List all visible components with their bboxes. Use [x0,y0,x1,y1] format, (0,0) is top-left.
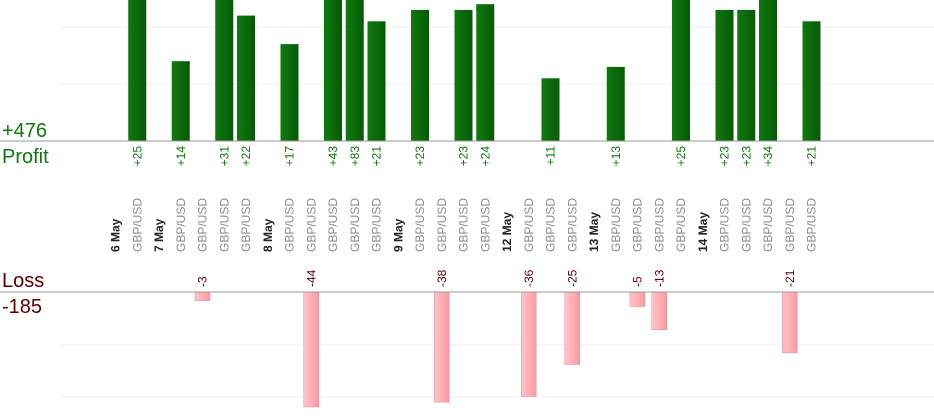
loss-label: Loss [2,270,44,292]
profit-bar [476,4,495,142]
profit-value-label: +24 [478,146,492,167]
profit-value-label: +43 [326,146,340,167]
profit-value-label: +83 [348,146,362,167]
pair-label: GBP/USD [304,198,318,252]
profit-bar [802,21,821,141]
loss-value-label: -38 [435,269,449,287]
pair-label: GBP/USD [609,198,623,252]
pair-label: GBP/USD [283,198,297,252]
loss-value-label: -36 [522,269,536,287]
pair-label: GBP/USD [674,198,688,252]
pair-label: GBP/USD [239,198,253,252]
pair-label: GBP/USD [370,198,384,252]
profit-value-label: +25 [130,146,144,167]
pair-label: GBP/USD [348,198,362,252]
profit-value-label: +14 [174,146,188,167]
pair-label: GBP/USD [478,198,492,252]
profit-value-label: +31 [217,146,231,167]
profit-value-label: +21 [370,146,384,167]
profit-value-label: +21 [805,146,819,167]
loss-value-label: -21 [783,269,797,287]
profit-total: +476 [2,120,47,142]
profit-bar [367,21,386,141]
pair-label: GBP/USD [196,198,210,252]
profit-bar [759,0,777,141]
profit-bar [345,0,364,141]
profit-bar [454,9,473,142]
pair-label: GBP/USD [413,198,427,252]
pair-label: GBP/USD [761,198,775,252]
loss-bars [194,291,798,408]
value-labels: +25 +14 -3 +31 +22 +17 -44 +43 +83 +21 +23 -38 +23 +2… [130,146,818,287]
profit-value-label: +23 [718,146,732,167]
pair-label: GBP/USD [326,198,340,252]
loss-bar [434,291,450,403]
date-label: 7 May [152,218,166,252]
profit-value-label: +25 [674,146,688,167]
loss-bar [521,291,537,397]
pair-label: GBP/USD [805,198,819,252]
profit-value-label: +23 [413,146,427,167]
loss-bar [303,291,319,408]
loss-value-label: -25 [565,269,579,287]
pair-label: GBP/USD [544,198,558,252]
date-label: 12 May [500,212,514,252]
pair-label: GBP/USD [130,198,144,252]
pair-label: GBP/USD [174,198,188,252]
profit-bar [171,61,190,142]
profit-bar [411,9,429,142]
profit-bar [606,66,625,141]
loss-value-label: -3 [196,276,210,287]
date-label: 13 May [587,212,601,252]
date-label: 8 May [261,218,275,252]
column-labels: 6 May GBP/USD 7 May GBP/USD GBP/USD GBP/USD GB… [109,198,819,252]
profit-bar [672,0,690,141]
loss-bar [651,291,667,330]
profit-value-label: +17 [283,146,297,167]
profit-gridlines [60,26,934,85]
loss-value-label: -13 [652,269,666,287]
profit-bar [215,0,234,141]
loss-value-label: -5 [631,276,645,287]
loss-bar [629,291,646,307]
pair-label: GBP/USD [217,198,231,252]
date-label: 14 May [696,212,710,252]
profit-bar [715,9,734,142]
profit-bar [541,78,560,141]
profit-bar [237,15,255,142]
profit-bar [280,44,299,141]
loss-gridlines [60,344,934,398]
loss-value-label: -44 [304,269,318,287]
pair-label: GBP/USD [652,198,666,252]
loss-bar [564,291,580,365]
pair-label: GBP/USD [522,198,536,252]
loss-bar [782,291,798,354]
pair-label: GBP/USD [457,198,471,252]
loss-bar [194,291,211,301]
date-label: 9 May [391,218,405,252]
profit-bar [324,0,342,141]
profit-bar [128,0,147,141]
profit-label: Profit [2,146,49,168]
profit-value-label: +13 [609,146,623,167]
pair-label: GBP/USD [783,198,797,252]
date-label: 6 May [109,218,123,252]
loss-total: -185 [2,296,42,318]
profit-value-label: +22 [239,146,253,167]
pair-label: GBP/USD [631,198,645,252]
pair-label: GBP/USD [739,198,753,252]
profit-bars [128,0,821,142]
profit-value-label: +23 [739,146,753,167]
pair-label: GBP/USD [718,198,732,252]
profit-value-label: +23 [457,146,471,167]
pair-label: GBP/USD [565,198,579,252]
pair-label: GBP/USD [435,198,449,252]
profit-value-label: +34 [761,146,775,167]
profit-bar [737,9,756,142]
profit-value-label: +11 [544,146,558,166]
